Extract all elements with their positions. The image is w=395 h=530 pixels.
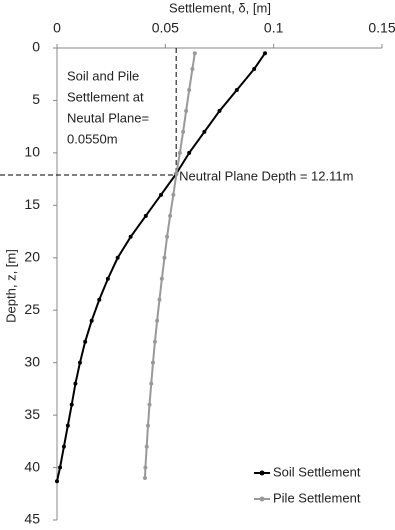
series-marker <box>165 234 170 239</box>
series-marker <box>202 129 207 134</box>
series-marker <box>65 423 70 428</box>
y-tick-label: 30 <box>24 353 40 369</box>
series-marker <box>190 66 195 71</box>
series-line <box>56 52 266 482</box>
annotation: Neutral Plane Depth = 12.11m <box>179 168 353 183</box>
series-marker <box>234 87 239 92</box>
series-marker <box>147 402 152 407</box>
legend-marker <box>259 470 265 476</box>
series-marker <box>155 318 160 323</box>
series-marker <box>146 423 150 428</box>
series-marker <box>187 87 192 92</box>
series-marker <box>149 381 154 386</box>
series-marker <box>58 465 63 470</box>
series-marker <box>83 339 88 344</box>
x-tick-label: 0.1 <box>264 20 284 36</box>
annotation: Neutal Plane= <box>67 110 149 125</box>
series-marker <box>171 192 176 197</box>
y-tick-label: 45 <box>24 511 40 527</box>
annotation: Soil and Pile <box>67 68 139 83</box>
y-axis-label: Depth, z, [m] <box>3 249 18 323</box>
legend-label: Soil Settlement <box>273 464 361 479</box>
x-tick-label: 0.15 <box>368 20 395 36</box>
legend-marker <box>259 496 265 502</box>
y-tick-label: 10 <box>24 144 40 160</box>
series-marker <box>184 108 189 113</box>
series-marker <box>177 150 182 155</box>
series-marker <box>168 213 173 218</box>
series-marker <box>187 150 192 155</box>
series-marker <box>89 318 94 323</box>
y-tick-label: 40 <box>24 458 40 474</box>
series-marker <box>73 381 78 386</box>
series-marker <box>159 276 164 281</box>
series-marker <box>77 360 82 365</box>
series-marker <box>142 476 147 481</box>
y-tick-label: 25 <box>24 301 40 317</box>
series-marker <box>263 51 267 56</box>
series-marker <box>181 129 186 134</box>
series-marker <box>55 479 59 484</box>
series-marker <box>97 297 102 302</box>
series-marker <box>143 465 148 470</box>
series-marker <box>192 51 197 56</box>
series-marker <box>150 360 155 365</box>
series-marker <box>159 192 163 197</box>
series-line <box>143 53 196 479</box>
y-tick-label: 15 <box>24 196 40 212</box>
series-marker <box>69 402 74 407</box>
legend-label: Pile Settlement <box>273 490 361 505</box>
x-tick-label: 0 <box>53 20 61 36</box>
series-marker <box>174 171 179 176</box>
series-marker <box>144 444 149 449</box>
series-marker <box>61 444 66 449</box>
x-tick-label: 0.05 <box>152 20 179 36</box>
series-marker <box>143 213 148 218</box>
series-marker <box>115 255 120 260</box>
series-marker <box>105 276 110 281</box>
annotation: 0.0550m <box>67 131 118 146</box>
series-marker <box>217 108 222 113</box>
y-tick-label: 20 <box>24 248 40 264</box>
y-tick-label: 5 <box>32 91 40 107</box>
series-marker <box>252 66 257 71</box>
series-marker <box>152 339 157 344</box>
x-axis-label: Settlement, δ, [m] <box>169 0 271 15</box>
y-tick-label: 0 <box>32 39 40 55</box>
y-tick-label: 35 <box>24 406 40 422</box>
series-marker <box>128 234 133 239</box>
series-marker <box>162 255 167 260</box>
annotation: Settlement at <box>67 89 144 104</box>
series-marker <box>157 297 162 302</box>
